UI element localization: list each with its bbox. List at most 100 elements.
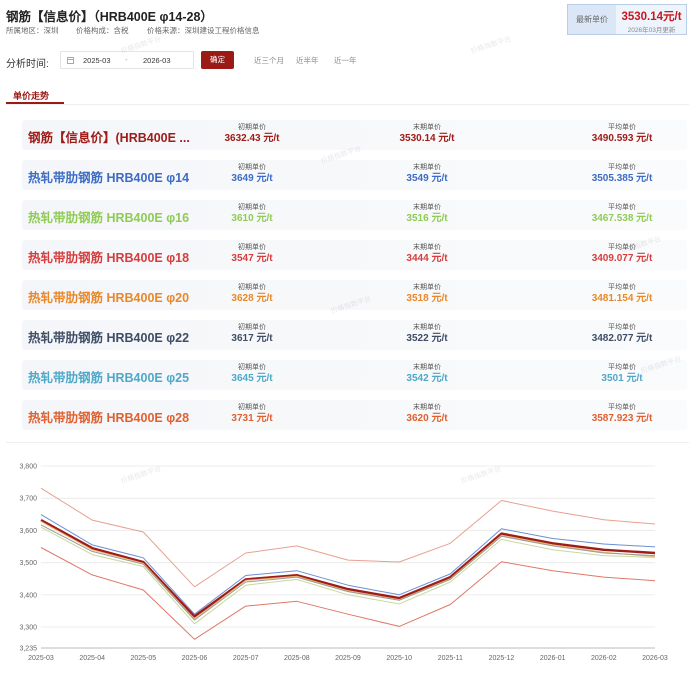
row-avg-cell: 平均单价 3490.593 元/t <box>567 123 677 146</box>
tab-price-trend[interactable]: 单价走势 <box>13 91 50 101</box>
row-first-cell: 初期单价 3632.43 元/t <box>197 123 307 146</box>
row-avg-cell: 平均单价 3482.077 元/t <box>567 323 677 346</box>
row-first-cell: 初期单价 3610 元/t <box>197 203 307 226</box>
row-last-label: 末期单价 <box>413 204 441 211</box>
x-tick-label: 2025-03 <box>28 655 54 662</box>
row-last-value: 3549 元/t <box>406 173 448 184</box>
row-last-value: 3620 元/t <box>406 413 448 424</box>
end-date[interactable]: 2026-03 <box>143 56 171 65</box>
price-row: 钢筋【信息价】(HRB400E ... 初期单价 3632.43 元/t 末期单价 35… <box>22 120 687 150</box>
row-first-label: 初期单价 <box>238 324 266 331</box>
row-name: 热轧带肋钢筋 HRB400E φ28 <box>28 411 190 425</box>
row-first-value: 3645 元/t <box>231 373 273 384</box>
quick-3-months-button[interactable]: 近三个月 <box>254 56 284 65</box>
x-tick-label: 2026-03 <box>642 655 668 662</box>
watermark: 价格指数平台 <box>470 35 513 56</box>
row-avg-label: 平均单价 <box>608 284 636 291</box>
price-trend-chart: 3,800 3,700 3,600 3,500 3,400 3,300 3,235 2025-… <box>19 464 668 663</box>
row-avg-cell: 平均单价 3409.077 元/t <box>567 243 677 266</box>
row-last-cell: 末期单价 3620 元/t <box>372 403 482 426</box>
series-line[interactable] <box>40 524 656 621</box>
row-last-cell: 末期单价 3518 元/t <box>372 283 482 306</box>
row-first-label: 初期单价 <box>238 364 266 371</box>
y-tick-label: 3,400 <box>19 592 37 599</box>
region-meta: 所属地区：深圳 <box>6 26 59 35</box>
y-tick-label: 3,235 <box>19 646 37 653</box>
row-last-label: 末期单价 <box>413 164 441 171</box>
row-first-cell: 初期单价 3547 元/t <box>197 243 307 266</box>
y-tick-label: 3,700 <box>19 496 37 503</box>
row-name: 钢筋【信息价】(HRB400E ... <box>28 131 190 145</box>
chart-divider <box>6 442 689 443</box>
composition-meta: 价格构成：含税 <box>76 26 129 35</box>
row-first-label: 初期单价 <box>238 164 266 171</box>
row-avg-value: 3482.077 元/t <box>591 333 653 344</box>
row-avg-value: 3587.923 元/t <box>591 413 653 424</box>
x-tick-label: 2025-09 <box>335 655 361 662</box>
row-last-cell: 末期单价 3444 元/t <box>372 243 482 266</box>
start-date[interactable]: 2025-03 <box>83 56 111 65</box>
quick-1-year-button[interactable]: 近一年 <box>334 56 357 65</box>
quick-half-year-button[interactable]: 近半年 <box>296 56 319 65</box>
row-first-value: 3731 元/t <box>231 413 273 424</box>
page-title: 钢筋【信息价】（HRB400E φ14-28） <box>6 10 213 24</box>
row-avg-cell: 平均单价 3467.538 元/t <box>567 203 677 226</box>
series-line[interactable] <box>40 487 656 588</box>
row-first-label: 初期单价 <box>238 244 266 251</box>
latest-price-value: 3530.14元/t <box>621 11 682 23</box>
row-name: 热轧带肋钢筋 HRB400E φ14 <box>28 171 190 185</box>
y-tick-label: 3,800 <box>19 464 37 471</box>
series-line[interactable] <box>40 514 656 615</box>
row-avg-value: 3481.154 元/t <box>591 293 653 304</box>
row-avg-label: 平均单价 <box>608 404 636 411</box>
y-tick-label: 3,300 <box>19 625 37 632</box>
price-row: 热轧带肋钢筋 HRB400E φ20 初期单价 3628 元/t 末期单价 3518 元… <box>22 280 687 310</box>
row-last-label: 末期单价 <box>413 324 441 331</box>
row-name: 热轧带肋钢筋 HRB400E φ20 <box>28 291 190 305</box>
row-avg-label: 平均单价 <box>608 204 636 211</box>
row-last-value: 3542 元/t <box>406 373 448 384</box>
y-tick-label: 3,600 <box>19 528 37 535</box>
series-line[interactable] <box>40 547 656 640</box>
calendar-icon <box>67 57 74 64</box>
row-name: 热轧带肋钢筋 HRB400E φ16 <box>28 211 190 225</box>
row-first-cell: 初期单价 3645 元/t <box>197 363 307 386</box>
row-last-cell: 末期单价 3549 元/t <box>372 163 482 186</box>
x-tick-label: 2025-07 <box>233 655 259 662</box>
latest-price-label: 最新单价 <box>568 5 616 34</box>
x-tick-label: 2026-01 <box>540 655 566 662</box>
row-last-cell: 末期单价 3530.14 元/t <box>372 123 482 146</box>
row-first-value: 3632.43 元/t <box>224 133 280 144</box>
row-last-value: 3530.14 元/t <box>399 133 455 144</box>
source-meta: 价格来源：深圳建设工程价格信息 <box>147 26 260 35</box>
row-last-label: 末期单价 <box>413 404 441 411</box>
row-avg-value: 3409.077 元/t <box>591 253 653 264</box>
row-avg-value: 3467.538 元/t <box>591 213 653 224</box>
row-last-label: 末期单价 <box>413 244 441 251</box>
confirm-button[interactable]: 确定 <box>201 51 234 69</box>
row-avg-value: 3501 元/t <box>601 373 643 384</box>
series-line[interactable] <box>40 526 656 625</box>
row-last-value: 3522 元/t <box>406 333 448 344</box>
row-name: 热轧带肋钢筋 HRB400E φ18 <box>28 251 190 265</box>
series-line[interactable] <box>40 520 656 620</box>
date-separator: - <box>125 55 128 64</box>
row-avg-label: 平均单价 <box>608 244 636 251</box>
row-avg-label: 平均单价 <box>608 124 636 131</box>
date-range-picker[interactable]: 2025-03 - 2026-03 <box>60 51 194 69</box>
series-line[interactable] <box>40 519 656 618</box>
row-first-value: 3547 元/t <box>231 253 273 264</box>
latest-price-date: 2026年03月更新 <box>627 27 676 34</box>
price-row: 热轧带肋钢筋 HRB400E φ25 初期单价 3645 元/t 末期单价 3542 元… <box>22 360 687 390</box>
row-avg-cell: 平均单价 3481.154 元/t <box>567 283 677 306</box>
price-row: 热轧带肋钢筋 HRB400E φ18 初期单价 3547 元/t 末期单价 3444 元… <box>22 240 687 270</box>
row-last-label: 末期单价 <box>413 284 441 291</box>
tab-active-indicator <box>6 102 64 104</box>
row-first-label: 初期单价 <box>238 204 266 211</box>
row-last-cell: 末期单价 3516 元/t <box>372 203 482 226</box>
x-tick-label: 2025-08 <box>284 655 310 662</box>
row-last-label: 末期单价 <box>413 124 441 131</box>
row-avg-cell: 平均单价 3505.385 元/t <box>567 163 677 186</box>
row-avg-cell: 平均单价 3501 元/t <box>567 363 677 386</box>
analysis-label: 分析时间: <box>6 59 49 70</box>
